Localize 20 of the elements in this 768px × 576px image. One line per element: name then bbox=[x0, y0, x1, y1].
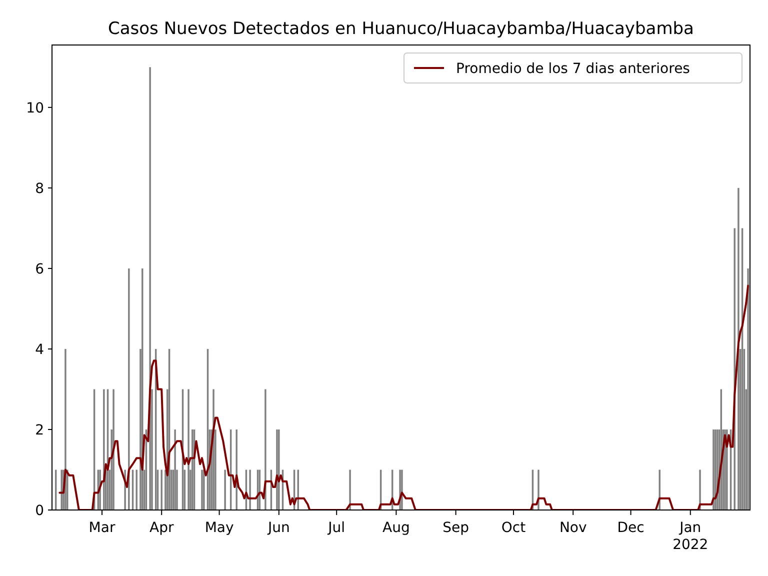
y-tick-label: 8 bbox=[35, 180, 44, 197]
line-series bbox=[58, 284, 750, 510]
x-tick-label: May bbox=[204, 520, 234, 536]
legend-label: Promedio de los 7 dias anteriores bbox=[456, 60, 690, 77]
x-tick-label: Nov bbox=[559, 520, 587, 536]
y-tick-label: 6 bbox=[35, 261, 44, 278]
x-tick-label: Aug bbox=[382, 520, 410, 536]
x-tick-label: Oct bbox=[501, 520, 526, 536]
x-tick-label: Jun bbox=[266, 520, 290, 536]
y-tick-label: 10 bbox=[26, 100, 44, 116]
chart-title: Casos Nuevos Detectados en Huanuco/Huacaybamba/Huacaybamba bbox=[108, 19, 694, 39]
x-tick-label: Sep bbox=[442, 520, 470, 536]
x-tick-label: Jan 2022 bbox=[672, 520, 708, 553]
y-tick-label: 4 bbox=[35, 342, 44, 358]
x-tick-label: Dec bbox=[617, 520, 644, 536]
y-tick-label: 2 bbox=[35, 422, 44, 438]
y-tick-label: 0 bbox=[35, 502, 44, 519]
x-tick-label: Jul bbox=[327, 520, 346, 536]
x-tick-label: Mar bbox=[88, 520, 116, 536]
x-tick-label: Apr bbox=[149, 520, 174, 536]
